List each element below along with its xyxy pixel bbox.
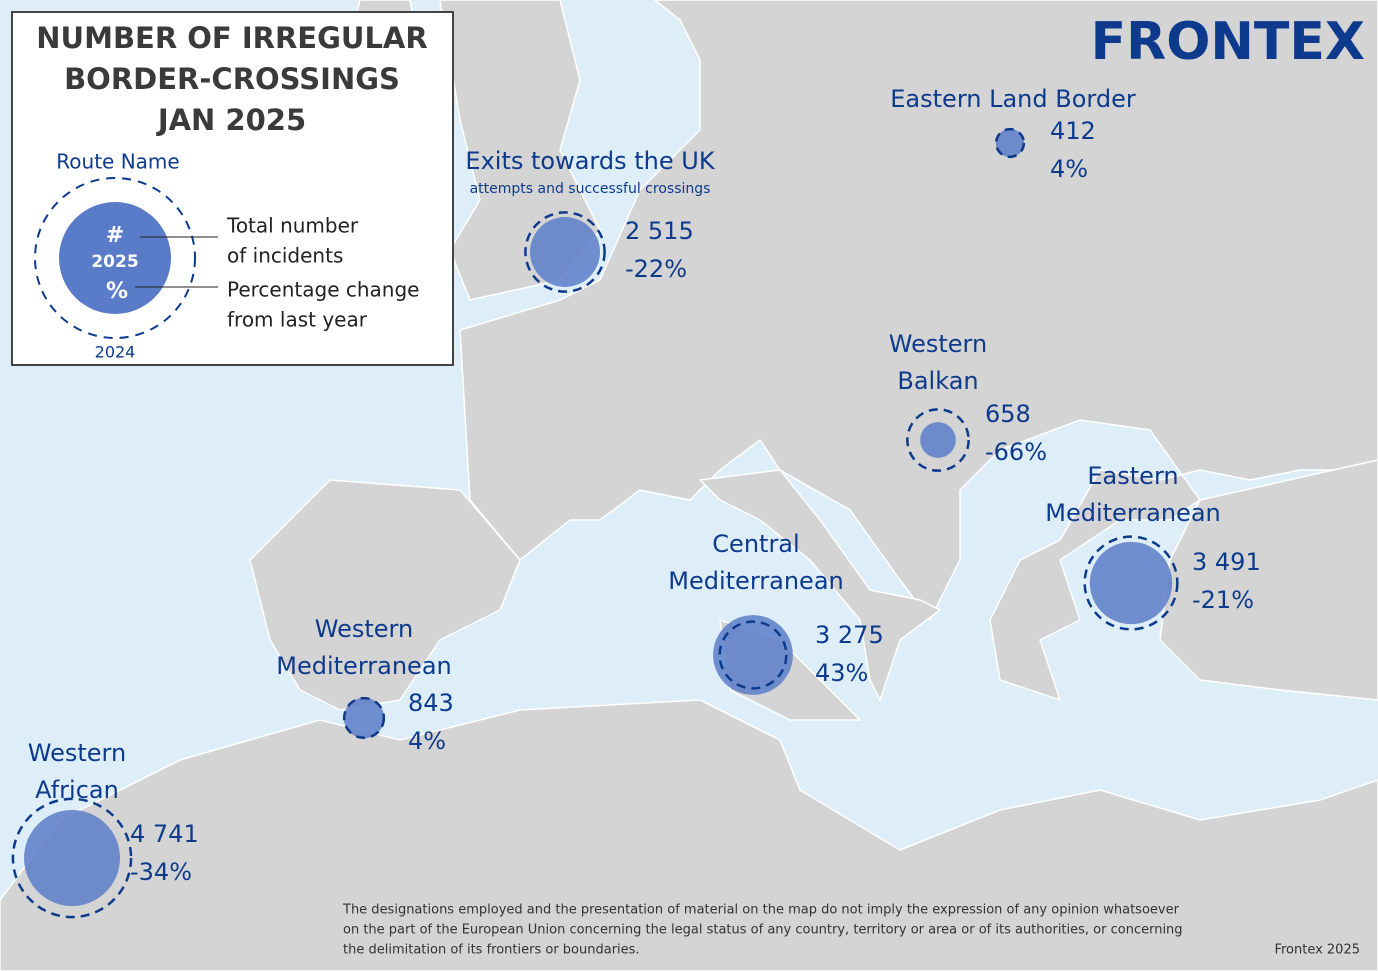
route-count: 412 bbox=[1050, 117, 1096, 145]
route-count: 2 515 bbox=[625, 217, 694, 245]
legend-box bbox=[11, 11, 454, 366]
route-name: African bbox=[35, 776, 119, 804]
route-previous-bubble bbox=[342, 696, 386, 740]
route-name: Mediterranean bbox=[668, 567, 843, 595]
route-name: Mediterranean bbox=[276, 652, 451, 680]
route-previous-bubble bbox=[524, 211, 606, 293]
logo: FRONTEX bbox=[1091, 12, 1365, 72]
legend-current-circle bbox=[59, 202, 171, 314]
route-name: Eastern Land Border bbox=[890, 85, 1136, 113]
route-name: Western bbox=[28, 739, 126, 767]
route-previous-bubble bbox=[718, 620, 788, 690]
route-bubble bbox=[530, 217, 600, 287]
europe bbox=[459, 0, 1378, 702]
route-bubble bbox=[24, 810, 120, 906]
route-name: Exits towards the UK bbox=[465, 147, 715, 175]
route-bubble bbox=[343, 697, 385, 739]
legend-current-year: 2025 bbox=[91, 252, 138, 272]
legend-count-text: of incidents bbox=[227, 244, 343, 268]
legend-change-symbol: % bbox=[106, 279, 128, 304]
route-change: -34% bbox=[130, 858, 192, 886]
route-note: attempts and successful crossings bbox=[470, 181, 711, 197]
legend-count-symbol: # bbox=[106, 223, 124, 248]
route-bubble bbox=[713, 615, 793, 695]
credit: Frontex 2025 bbox=[1274, 943, 1360, 958]
legend-previous-circle bbox=[34, 177, 196, 339]
route-name: Western bbox=[315, 615, 413, 643]
disclaimer: The designations employed and the presen… bbox=[342, 903, 1180, 918]
route-change: 43% bbox=[815, 659, 868, 687]
route-bubble bbox=[920, 422, 956, 458]
legend-previous-year: 2024 bbox=[95, 343, 136, 362]
legend-title: NUMBER OF IRREGULAR bbox=[36, 21, 427, 55]
route-name: Western bbox=[889, 330, 987, 358]
route-change: 4% bbox=[1050, 155, 1088, 183]
route-change: 4% bbox=[408, 727, 446, 755]
route-count: 4 741 bbox=[130, 820, 199, 848]
route-count: 658 bbox=[985, 400, 1031, 428]
route-name: Balkan bbox=[897, 367, 978, 395]
disclaimer: on the part of the European Union concer… bbox=[343, 923, 1183, 938]
disclaimer: the delimitation of its frontiers or bou… bbox=[343, 943, 640, 958]
legend-change-text: Percentage change bbox=[227, 278, 419, 302]
route-count: 3 275 bbox=[815, 621, 884, 649]
legend: NUMBER OF IRREGULAR BORDER-CROSSINGS JAN 2… bbox=[36, 21, 427, 137]
legend-count-text: Total number bbox=[226, 214, 359, 238]
route-count: 843 bbox=[408, 689, 454, 717]
route-change: -22% bbox=[625, 255, 687, 283]
route-previous-bubble bbox=[906, 408, 970, 472]
route-change: -21% bbox=[1192, 586, 1254, 614]
route-previous-bubble bbox=[994, 127, 1026, 159]
route-previous-bubble bbox=[11, 797, 133, 919]
route-name: Eastern bbox=[1087, 462, 1178, 490]
legend-title: JAN 2025 bbox=[156, 103, 306, 137]
africa bbox=[0, 699, 1378, 971]
route-name: Central bbox=[712, 530, 799, 558]
route-change: -66% bbox=[985, 438, 1047, 466]
route-previous-bubble bbox=[1083, 535, 1179, 631]
legend-route-name: Route Name bbox=[56, 150, 179, 174]
iberia bbox=[249, 479, 521, 711]
italy bbox=[698, 469, 942, 702]
route-count: 3 491 bbox=[1192, 548, 1261, 576]
legend-change-text: from last year bbox=[227, 308, 368, 332]
route-bubble bbox=[1089, 541, 1173, 625]
legend-title: BORDER-CROSSINGS bbox=[64, 62, 400, 96]
route-name: Mediterranean bbox=[1045, 499, 1220, 527]
route-bubble bbox=[995, 128, 1025, 158]
